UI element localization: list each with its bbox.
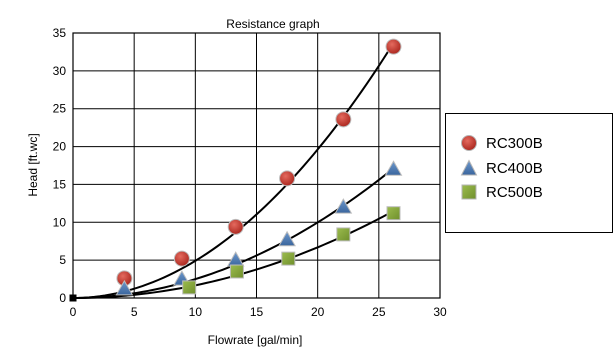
x-tick-label: 5 xyxy=(131,305,138,319)
circle-marker-icon xyxy=(461,135,477,151)
y-tick-label: 0 xyxy=(59,291,66,305)
legend-item-rc300b: RC300B xyxy=(460,132,543,154)
x-axis-title: Flowrate [gal/min] xyxy=(208,333,303,347)
square-marker-icon xyxy=(461,184,477,200)
x-tick-label: 25 xyxy=(372,305,386,319)
origin-marker xyxy=(69,294,77,302)
point-rc300b xyxy=(335,111,352,128)
chart-title: Resistance graph xyxy=(226,17,319,31)
y-tick-label: 20 xyxy=(53,140,67,154)
legend-item-rc500b: RC500B xyxy=(460,181,543,203)
grid xyxy=(72,32,441,299)
point-rc300b xyxy=(173,250,190,267)
point-rc400b xyxy=(226,251,245,267)
point-rc300b xyxy=(385,38,402,55)
triangle-marker-icon xyxy=(460,159,478,176)
point-rc400b xyxy=(334,198,353,214)
x-tick-label: 15 xyxy=(250,305,264,319)
point-rc300b xyxy=(227,218,244,235)
point-rc500b xyxy=(182,280,197,295)
point-rc400b xyxy=(384,160,403,176)
point-rc500b xyxy=(336,227,351,242)
y-tick-label: 10 xyxy=(53,215,67,229)
point-rc500b xyxy=(281,251,296,266)
y-axis-title: Head [ft.wc] xyxy=(26,133,40,196)
data-markers xyxy=(69,38,403,302)
point-rc400b xyxy=(115,279,134,296)
plot-area-border xyxy=(72,32,441,299)
point-rc500b xyxy=(386,206,401,221)
legend-label: RC500B xyxy=(486,183,543,201)
point-rc500b xyxy=(229,264,244,279)
y-tick-label: 15 xyxy=(53,177,67,191)
point-rc400b xyxy=(278,230,296,247)
x-tick-label: 10 xyxy=(189,305,203,319)
x-tick-label: 0 xyxy=(70,305,77,319)
legend-item-rc400b: RC400B xyxy=(460,157,543,179)
y-tick-label: 25 xyxy=(53,102,67,116)
tick-labels: 0 5 10 15 20 25 30 0 5 10 15 20 25 30 35 xyxy=(53,26,447,319)
y-tick-label: 5 xyxy=(59,253,66,267)
x-tick-label: 20 xyxy=(311,305,325,319)
legend: RC300B RC400B RC500B xyxy=(445,113,613,233)
legend-label: RC300B xyxy=(486,134,543,152)
legend-label: RC400B xyxy=(486,159,543,177)
point-rc300b xyxy=(279,170,296,187)
y-tick-label: 35 xyxy=(53,26,67,40)
axes xyxy=(72,32,441,299)
y-tick-label: 30 xyxy=(53,64,67,78)
x-tick-label: 30 xyxy=(433,305,447,319)
